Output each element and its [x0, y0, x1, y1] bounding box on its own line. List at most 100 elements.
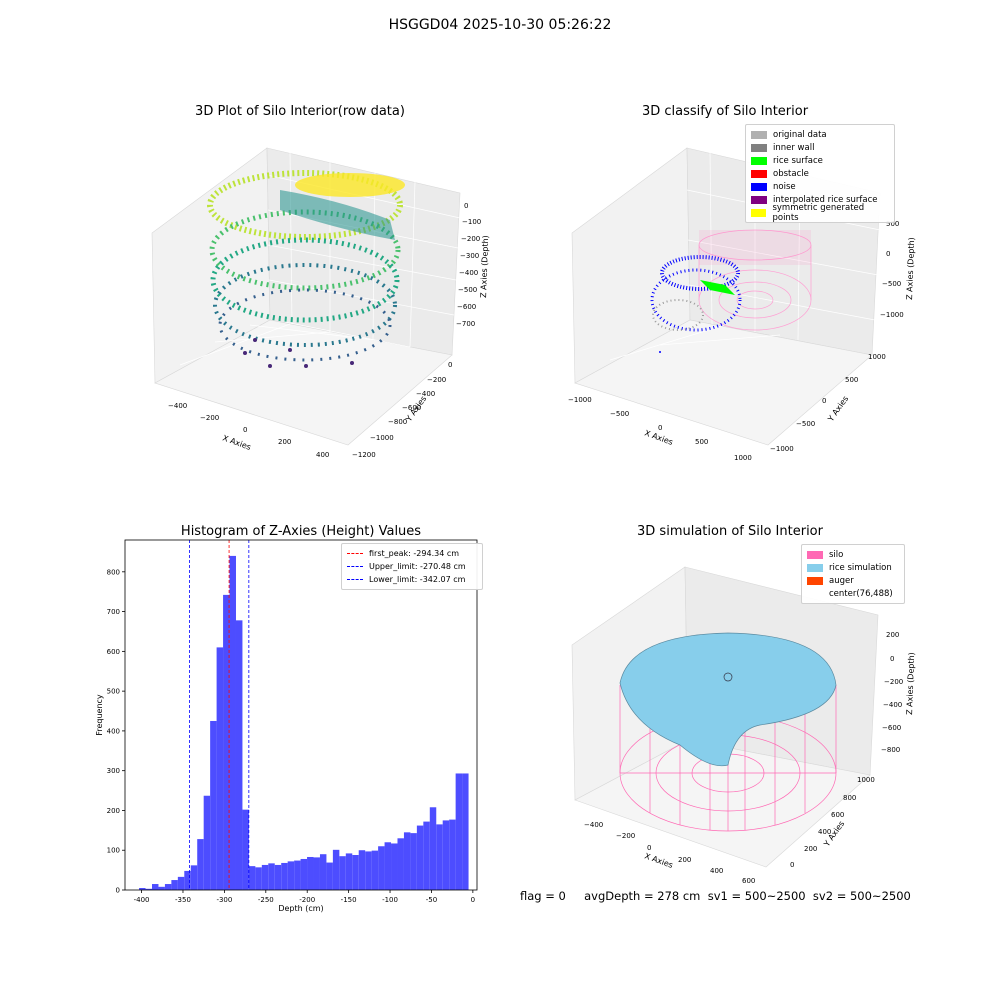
legend-label: silo	[829, 549, 844, 560]
classify-ytick: 0	[822, 397, 826, 405]
histogram-bar	[210, 720, 217, 890]
histogram-x-tick-label: -100	[382, 896, 398, 904]
classify-ytick: −500	[796, 420, 815, 428]
legend-swatch	[751, 130, 767, 139]
raw-point-cloud	[207, 170, 405, 368]
sim-ytick: 1000	[857, 776, 875, 784]
legend-label: first_peak: -294.34 cm	[369, 549, 460, 558]
histogram-y-tick-label: 100	[107, 847, 120, 855]
histogram-bar	[287, 861, 295, 890]
histogram-bar	[313, 857, 320, 890]
legend-swatch	[751, 195, 767, 204]
histogram-bar	[378, 846, 385, 890]
histogram-title: Histogram of Z-Axies (Height) Values	[180, 524, 422, 539]
histogram-bar	[326, 862, 333, 890]
histogram-bars	[139, 555, 469, 890]
legend-item: symmetric generated points	[751, 203, 889, 223]
histogram-legend: first_peak: -294.34 cm Upper_limit: -270…	[341, 543, 483, 590]
simulation-3d-plot: −400 −200 0 200 400 600 0 200 400 600 80…	[571, 566, 916, 885]
histogram-bar	[261, 864, 269, 890]
histogram-y-tick-label: 600	[107, 648, 120, 656]
classify-ztick: −1000	[880, 311, 904, 319]
histogram-bar	[184, 870, 191, 890]
histogram-bar	[436, 824, 443, 890]
histogram-bar	[242, 809, 249, 890]
classify-ytick: 500	[845, 376, 858, 384]
histogram-x-tick-label: 0	[471, 896, 475, 904]
raw-ytick: 0	[448, 361, 452, 369]
histogram-bar	[410, 833, 417, 890]
histogram-bar	[345, 853, 353, 890]
raw-xtick: −400	[168, 402, 187, 410]
histogram-bar	[152, 884, 159, 890]
raw-ytick: −400	[416, 390, 435, 398]
histogram-y-tick-label: 0	[116, 887, 120, 895]
sim-ztick: −400	[883, 701, 902, 709]
histogram-bar	[139, 888, 146, 890]
sim-xtick: −400	[584, 821, 603, 829]
histogram-bar	[416, 825, 424, 890]
raw-ztick: −100	[462, 218, 481, 226]
histogram-reference-lines	[189, 540, 250, 890]
raw-3d-plot: −400 −200 0 200 400 0 −200 −400 −600 −80…	[151, 147, 490, 459]
legend-item: noise	[751, 180, 889, 193]
histogram-bar	[319, 854, 327, 890]
histogram-bar	[339, 856, 346, 890]
histogram-bar	[171, 880, 178, 890]
histogram-bar	[371, 850, 379, 890]
rice-surface-points	[700, 280, 735, 295]
legend-item: center(76,488)	[807, 587, 899, 600]
legend-label: symmetric generated points	[772, 202, 865, 223]
raw-xtick: 0	[243, 426, 247, 434]
legend-label: rice surface	[773, 155, 823, 166]
legend-item: rice surface	[751, 154, 889, 167]
legend-swatch	[751, 182, 767, 191]
classify-ytick: −1000	[770, 445, 794, 453]
sim-xtick: 0	[647, 844, 651, 852]
histogram-bar	[294, 860, 301, 890]
sim-ztick: −600	[882, 724, 901, 732]
silo-wireframe	[698, 229, 812, 331]
raw-xtick: 400	[316, 451, 329, 459]
classify-legend: original data inner wall rice surface ob…	[745, 124, 895, 223]
histogram-bar	[203, 795, 211, 890]
histogram-chart: -400 -350 -300 -250 -200 -150 -100 -50 0 0 100 200…	[95, 539, 478, 913]
legend-item: first_peak: -294.34 cm	[347, 547, 477, 560]
legend-label: Lower_limit: -342.07 cm	[369, 575, 466, 584]
raw-xtick: −200	[200, 414, 219, 422]
histogram-y-tick-label: 500	[107, 688, 120, 696]
sim-ztick: −200	[884, 678, 903, 686]
histogram-bar	[158, 886, 165, 890]
status-footer: flag = 0 avgDepth = 278 cm sv1 = 500~250…	[520, 889, 911, 903]
histogram-bar	[177, 876, 185, 890]
legend-swatch	[751, 143, 767, 152]
legend-swatch	[807, 550, 823, 559]
classify-xtick: 0	[658, 424, 662, 432]
sim-ytick: 800	[843, 794, 856, 802]
sim-xtick: −200	[616, 832, 635, 840]
histogram-x-tick-label: -300	[216, 896, 232, 904]
figure-title: HSGGD04 2025-10-30 05:26:22	[388, 17, 612, 33]
sim-xtick: 600	[742, 877, 755, 885]
classify-xtick: −1000	[568, 396, 592, 404]
histogram-bar	[449, 819, 456, 890]
histogram-bar	[145, 888, 153, 890]
legend-swatch	[751, 169, 767, 178]
raw-ztick: 0	[464, 202, 468, 210]
histogram-y-tick-label: 300	[107, 767, 120, 775]
classify-ztick: 500	[886, 220, 899, 228]
histogram-bar	[255, 867, 262, 890]
sim-ytick: 0	[790, 861, 794, 869]
classify-ztick: −500	[882, 280, 901, 288]
legend-swatch	[347, 579, 363, 580]
histogram-bar	[274, 864, 282, 890]
histogram-x-tick-label: -50	[426, 896, 437, 904]
histogram-y-tick-label: 200	[107, 807, 120, 815]
simulation-legend: silo rice simulation auger center(76,488…	[801, 544, 905, 604]
sim-ytick: 200	[804, 845, 817, 853]
raw-ytick: −1200	[352, 451, 376, 459]
histogram-bar	[216, 647, 224, 890]
legend-item: interpolated rice surface	[751, 193, 889, 206]
histogram-bar	[365, 851, 372, 890]
histogram-bar	[235, 620, 243, 890]
